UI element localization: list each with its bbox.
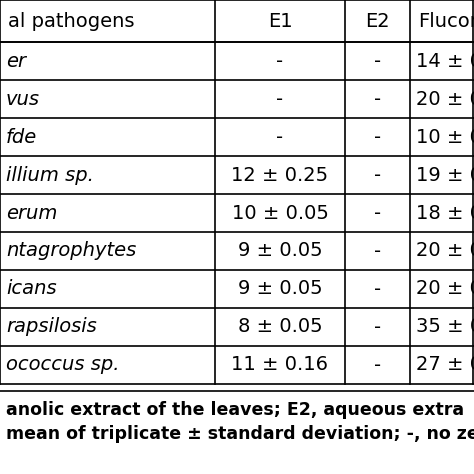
Text: mean of triplicate ± standard deviation; -, no ze: mean of triplicate ± standard deviation;… bbox=[6, 425, 474, 443]
Text: -: - bbox=[374, 165, 381, 184]
Text: -: - bbox=[276, 52, 283, 71]
Text: ntagrophytes: ntagrophytes bbox=[6, 241, 136, 261]
Text: 9 ± 0.05: 9 ± 0.05 bbox=[237, 241, 322, 261]
Text: -: - bbox=[374, 318, 381, 337]
Text: 12 ± 0.25: 12 ± 0.25 bbox=[231, 165, 328, 184]
Text: fde: fde bbox=[6, 128, 37, 146]
Text: 8 ± 0.05: 8 ± 0.05 bbox=[237, 318, 322, 337]
Text: 11 ± 0.16: 11 ± 0.16 bbox=[231, 356, 328, 374]
Text: rapsilosis: rapsilosis bbox=[6, 318, 97, 337]
Text: -: - bbox=[374, 280, 381, 299]
Text: 20 ± 0.2: 20 ± 0.2 bbox=[416, 280, 474, 299]
Text: 14 ± 0.3: 14 ± 0.3 bbox=[416, 52, 474, 71]
Text: -: - bbox=[276, 128, 283, 146]
Text: 20 ± 0.1: 20 ± 0.1 bbox=[416, 241, 474, 261]
Text: E2: E2 bbox=[365, 11, 390, 30]
Text: 27 ± 0.1: 27 ± 0.1 bbox=[416, 356, 474, 374]
Text: -: - bbox=[374, 90, 381, 109]
Text: 18 ± 0.3: 18 ± 0.3 bbox=[416, 203, 474, 222]
Text: -: - bbox=[374, 241, 381, 261]
Text: E1: E1 bbox=[268, 11, 292, 30]
Text: al pathogens: al pathogens bbox=[8, 11, 135, 30]
Text: er: er bbox=[6, 52, 26, 71]
Text: 10 ± 0.4: 10 ± 0.4 bbox=[416, 128, 474, 146]
Text: -: - bbox=[374, 356, 381, 374]
Text: -: - bbox=[276, 90, 283, 109]
Text: 9 ± 0.05: 9 ± 0.05 bbox=[237, 280, 322, 299]
Text: -: - bbox=[374, 52, 381, 71]
Text: Fluconaz: Fluconaz bbox=[418, 11, 474, 30]
Text: 35 ± 0.1: 35 ± 0.1 bbox=[416, 318, 474, 337]
Text: vus: vus bbox=[6, 90, 40, 109]
Text: 19 ± 0.2: 19 ± 0.2 bbox=[416, 165, 474, 184]
Text: icans: icans bbox=[6, 280, 56, 299]
Text: 20 ± 0.2: 20 ± 0.2 bbox=[416, 90, 474, 109]
Text: erum: erum bbox=[6, 203, 57, 222]
Text: illium sp.: illium sp. bbox=[6, 165, 94, 184]
Text: 10 ± 0.05: 10 ± 0.05 bbox=[232, 203, 328, 222]
Text: ococcus sp.: ococcus sp. bbox=[6, 356, 119, 374]
Text: anolic extract of the leaves; E2, aqueous extra: anolic extract of the leaves; E2, aqueou… bbox=[6, 401, 464, 419]
Text: -: - bbox=[374, 203, 381, 222]
Text: -: - bbox=[374, 128, 381, 146]
